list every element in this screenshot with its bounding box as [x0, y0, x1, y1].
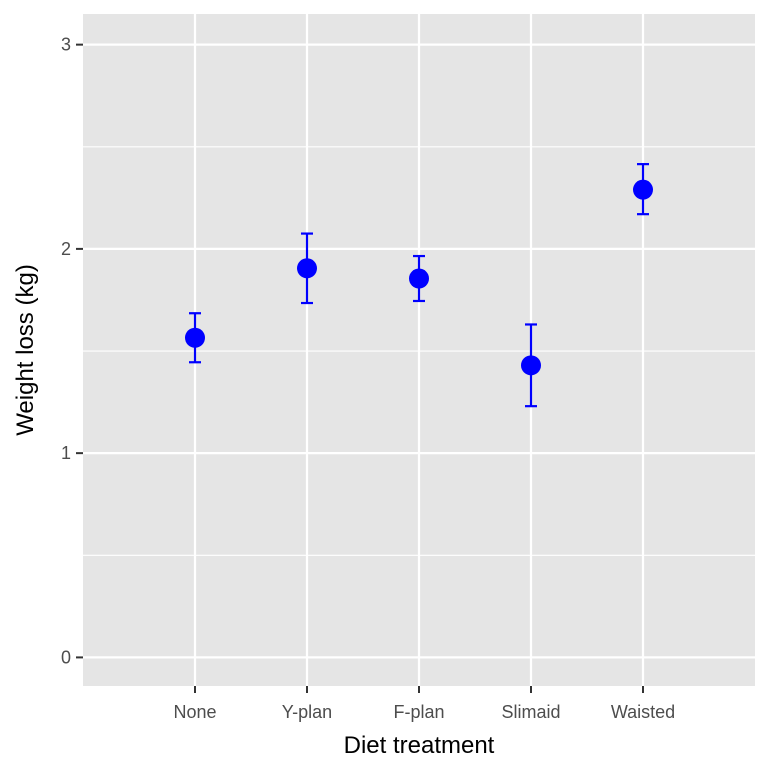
y-tick-label: 3 — [61, 35, 71, 55]
data-point — [521, 355, 541, 376]
x-tick-label: None — [173, 702, 216, 722]
x-tick-label: Waisted — [611, 702, 675, 722]
x-axis-title: Diet treatment — [344, 732, 495, 759]
data-point — [409, 268, 429, 289]
y-tick-label: 2 — [61, 239, 71, 259]
data-point — [297, 258, 317, 279]
x-tick-label: Y-plan — [282, 702, 332, 722]
y-tick-label: 0 — [61, 647, 71, 667]
data-point — [185, 327, 205, 348]
x-tick-label: Slimaid — [501, 702, 560, 722]
data-points — [185, 179, 653, 376]
data-point — [633, 179, 653, 200]
y-tick-label: 1 — [61, 443, 71, 463]
y-axis-ticks: 0 1 2 3 — [61, 35, 83, 667]
x-tick-label: F-plan — [393, 702, 444, 722]
x-axis-ticks: None Y-plan F-plan Slimaid Waisted — [173, 686, 675, 722]
y-axis-title: Weight loss (kg) — [12, 264, 39, 436]
